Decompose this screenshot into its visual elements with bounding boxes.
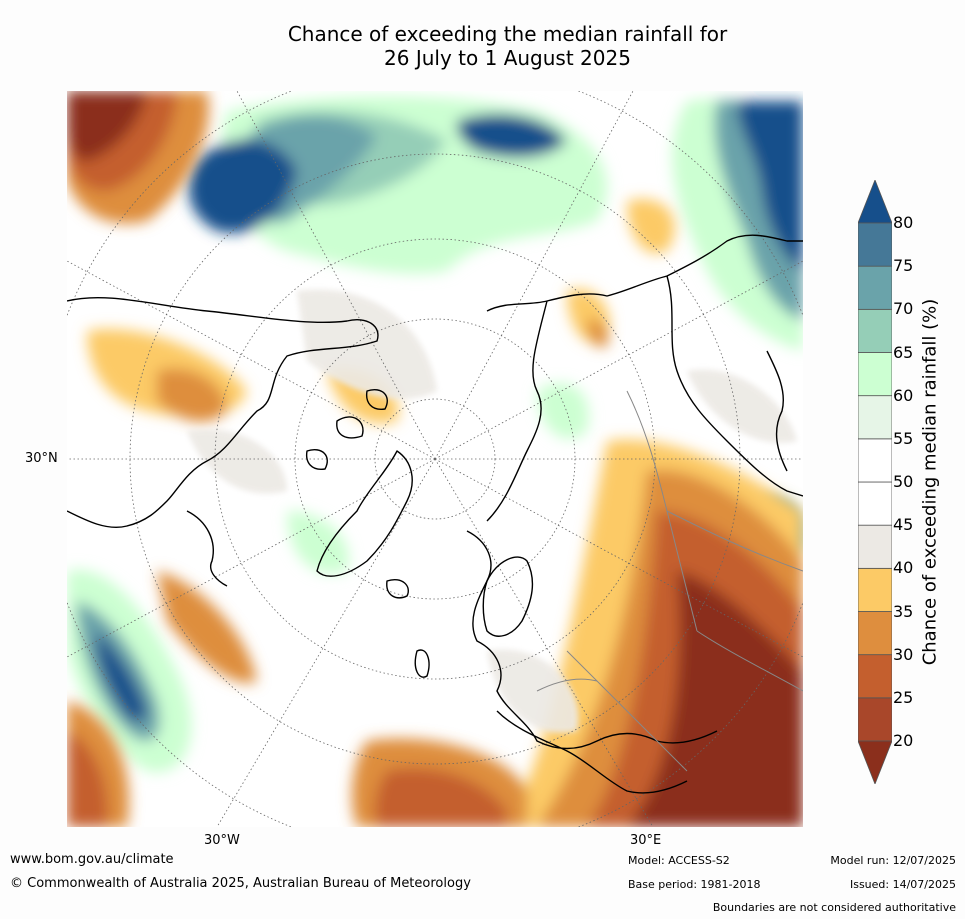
country-borders bbox=[536, 390, 803, 772]
footer-url[interactable]: www.bom.gov.au/climate bbox=[10, 852, 174, 867]
colorbar-tick-label: 70 bbox=[893, 299, 914, 319]
colorbar-tick-label: 25 bbox=[893, 687, 914, 707]
longitude-label-30w: 30°W bbox=[204, 833, 240, 848]
dry-anomaly-regions bbox=[67, 91, 803, 827]
footer-model: Model: ACCESS-S2 bbox=[628, 854, 730, 867]
footer-base-period: Base period: 1981-2018 bbox=[628, 878, 761, 891]
colorbar-tick-label: 60 bbox=[893, 385, 914, 405]
footer-disclaimer: Boundaries are not considered authoritat… bbox=[712, 901, 956, 914]
colorbar-bin bbox=[858, 180, 892, 224]
colorbar-bin bbox=[858, 740, 892, 784]
colorbar-bin bbox=[858, 654, 892, 699]
colorbar-bin bbox=[858, 352, 892, 397]
colorbar-bin bbox=[858, 308, 892, 353]
title-line-1: Chance of exceeding the median rainfall … bbox=[287, 22, 728, 46]
colorbar-tick-label: 75 bbox=[893, 256, 914, 276]
rainfall-map bbox=[67, 91, 803, 827]
footer-copyright: © Commonwealth of Australia 2025, Austra… bbox=[10, 876, 471, 891]
colorbar-label: Chance of exceeding median rainfall (%) bbox=[919, 298, 941, 666]
coastlines bbox=[67, 234, 803, 794]
colorbar-tick-label: 65 bbox=[893, 342, 914, 362]
graticule bbox=[67, 91, 803, 827]
colorbar-tick-label: 30 bbox=[893, 644, 914, 664]
title-line-2: 26 July to 1 August 2025 bbox=[384, 46, 631, 70]
colorbar bbox=[858, 180, 892, 784]
colorbar-tick-label: 80 bbox=[893, 213, 914, 232]
colorbar-bin bbox=[858, 438, 892, 483]
colorbar-tick-label: 35 bbox=[893, 601, 914, 621]
colorbar-bin bbox=[858, 265, 892, 310]
colorbar-tick-label: 45 bbox=[893, 515, 914, 535]
colorbar-tick-label: 55 bbox=[893, 428, 914, 448]
colorbar-bin bbox=[858, 524, 892, 569]
rainfall-map-canvas bbox=[67, 91, 803, 827]
colorbar-bin bbox=[858, 395, 892, 440]
colorbar-bin bbox=[858, 222, 892, 267]
colorbar-tick-label: 50 bbox=[893, 472, 914, 491]
chart-title: Chance of exceeding the median rainfall … bbox=[180, 22, 835, 70]
colorbar-bin bbox=[858, 611, 892, 656]
footer-issued: Issued: 14/07/2025 bbox=[849, 878, 956, 891]
colorbar-bin bbox=[858, 697, 892, 742]
colorbar-tick-label: 40 bbox=[893, 558, 914, 578]
colorbar-bin bbox=[858, 481, 892, 526]
latitude-label-30n: 30°N bbox=[25, 451, 58, 466]
longitude-label-30e: 30°E bbox=[630, 833, 662, 848]
colorbar-bin bbox=[858, 567, 892, 612]
colorbar-tick-label: 20 bbox=[893, 731, 914, 750]
footer-model-run: Model run: 12/07/2025 bbox=[830, 854, 956, 867]
